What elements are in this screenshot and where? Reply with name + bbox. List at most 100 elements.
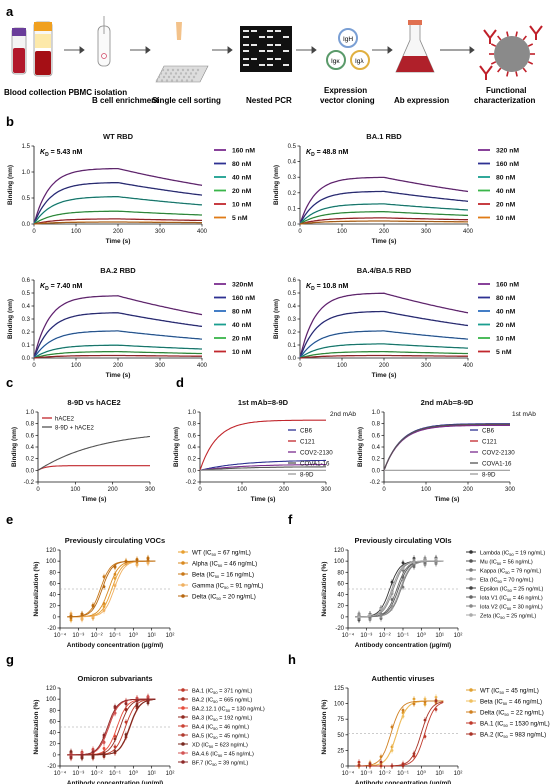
x-axis-label: Time (s) xyxy=(106,372,131,379)
data-point xyxy=(412,561,416,564)
gel-band xyxy=(259,36,265,38)
fit-line xyxy=(33,211,202,225)
panel-letter-b: b xyxy=(6,114,14,129)
step-label-enrichment: B cell enrichment xyxy=(92,96,159,105)
gel-band xyxy=(259,64,265,66)
legend-label: BF.7 (IC50 = 39 ng/mL) xyxy=(192,760,248,767)
legend-marker xyxy=(181,583,185,587)
fit-line xyxy=(33,345,202,359)
legend-label: 20 nM xyxy=(496,322,516,329)
plate-well xyxy=(179,72,183,75)
step-label-pcr: Nested PCR xyxy=(246,96,292,105)
legend-label: C121 xyxy=(482,438,497,445)
y-tick-label: 0.6 xyxy=(188,433,197,439)
panel-letter-h: h xyxy=(288,652,296,667)
x-tick-label: 10⁻³ xyxy=(72,771,84,777)
x-tick-label: 10⁻⁴ xyxy=(342,770,355,777)
series-line xyxy=(299,350,468,359)
data-point xyxy=(379,760,383,764)
pcr-gel-illustration xyxy=(240,26,292,72)
data-point xyxy=(401,585,405,589)
chart-title: Authentic viruses xyxy=(372,674,435,683)
x-tick-label: 10² xyxy=(454,771,463,777)
legend-label: 80 nM xyxy=(496,175,516,182)
x-axis-label: Time (s) xyxy=(372,238,397,245)
x-tick-label: 10⁻⁴ xyxy=(342,632,355,639)
data-point xyxy=(401,714,405,718)
legend-label: 10 nM xyxy=(232,202,252,209)
x-tick-label: 10¹ xyxy=(435,633,444,639)
x-axis-label: Time (s) xyxy=(435,496,460,503)
data-point xyxy=(113,737,117,741)
y-axis-label: Binding (nm) xyxy=(173,427,180,467)
x-tick-label: 10⁻¹ xyxy=(109,771,121,777)
y-tick-label: 1.0 xyxy=(372,410,381,416)
legend-marker xyxy=(469,699,473,703)
x-tick-label: 10⁻⁴ xyxy=(54,770,67,777)
plate-well xyxy=(157,75,161,79)
series-line xyxy=(199,466,326,471)
y-tick-label: 60 xyxy=(49,581,56,587)
chart-b3: 0 100 200 300 400 0.0 0.1 0.2 0.3 0.4 0.5 0.6 Time (… xyxy=(7,266,255,379)
x-tick-label: 10¹ xyxy=(435,771,444,777)
legend-marker xyxy=(181,594,185,598)
fit-line xyxy=(33,182,203,225)
x-axis-label: Antibody concentration (μg/ml) xyxy=(355,780,451,784)
y-tick-label: -0.2 xyxy=(186,480,197,486)
legend-label: 160 nM xyxy=(496,282,519,289)
data-point xyxy=(102,741,106,744)
chart-d2: 0 100 200 300 -0.2 0.0 0.2 0.4 0.6 0.8 1.0 Time (s)… xyxy=(357,398,536,503)
y-tick-label: 0.2 xyxy=(188,457,197,463)
sorting-plate-illustration xyxy=(155,22,209,83)
x-tick-label: 400 xyxy=(197,229,208,235)
y-tick-label: 0.3 xyxy=(288,175,297,181)
x-tick-label: 300 xyxy=(421,363,432,369)
y-tick-label: 0.3 xyxy=(288,317,297,323)
y-tick-label: 60 xyxy=(49,719,56,725)
step-label-functional-2: characterization xyxy=(474,96,535,105)
data-point xyxy=(146,557,150,560)
x-tick-label: 100 xyxy=(237,487,248,493)
legend-label: BA.1 (IC50 = 1530 ng/mL) xyxy=(480,720,550,728)
x-tick-label: 10² xyxy=(166,771,175,777)
x-axis-label: Time (s) xyxy=(372,372,397,379)
virus-spike xyxy=(515,31,518,37)
plate-well xyxy=(186,68,190,72)
y-tick-label: 0.0 xyxy=(188,468,197,474)
chart-title: 8-9D vs hACE2 xyxy=(67,398,120,407)
x-tick-label: 0 xyxy=(298,363,302,369)
chart-d1: 0 100 200 300 -0.2 0.0 0.2 0.4 0.6 0.8 1.0 Time (s)… xyxy=(173,398,356,503)
fit-line xyxy=(299,220,468,225)
legend-label: Delta (IC50 = 22 ng/mL) xyxy=(480,709,544,717)
y-tick-label: 0.0 xyxy=(372,468,381,474)
panel-letter-g: g xyxy=(6,652,14,667)
data-point xyxy=(412,752,416,756)
legend-label: 320nM xyxy=(232,282,253,289)
legend-marker xyxy=(181,561,185,565)
data-point xyxy=(390,764,394,768)
y-tick-label: 0.0 xyxy=(288,356,297,362)
y-axis-label: Binding (nm) xyxy=(357,427,364,467)
data-point xyxy=(113,572,117,576)
legend-marker xyxy=(181,751,185,755)
fit-line xyxy=(299,330,469,359)
y-tick-label: 100 xyxy=(334,702,345,708)
y-axis-label: Neutralization (%) xyxy=(321,562,328,617)
x-tick-label: 10⁻³ xyxy=(360,633,372,639)
flask-illustration xyxy=(395,20,435,73)
legend-label: BA.4 (IC50 = 46 ng/mL) xyxy=(192,724,249,731)
data-point xyxy=(102,575,106,579)
data-point xyxy=(434,708,438,711)
data-point xyxy=(412,564,416,567)
data-point xyxy=(379,755,383,759)
y-tick-label: 0.6 xyxy=(288,278,297,284)
workflow-arrows xyxy=(64,46,475,54)
x-tick-label: 10⁻² xyxy=(91,633,103,639)
gel-band xyxy=(243,36,249,38)
legend-label: CB6 xyxy=(300,427,313,434)
data-point xyxy=(113,584,117,587)
y-tick-label: -20 xyxy=(335,626,344,632)
chart-e: 10⁻⁴ 10⁻³ 10⁻² 10⁻¹ 10⁰ 10¹ 10² -20 0 20 40 60 80 100… xyxy=(33,536,263,649)
y-tick-label: 120 xyxy=(334,548,345,554)
legend-label: 5 nM xyxy=(232,215,248,222)
